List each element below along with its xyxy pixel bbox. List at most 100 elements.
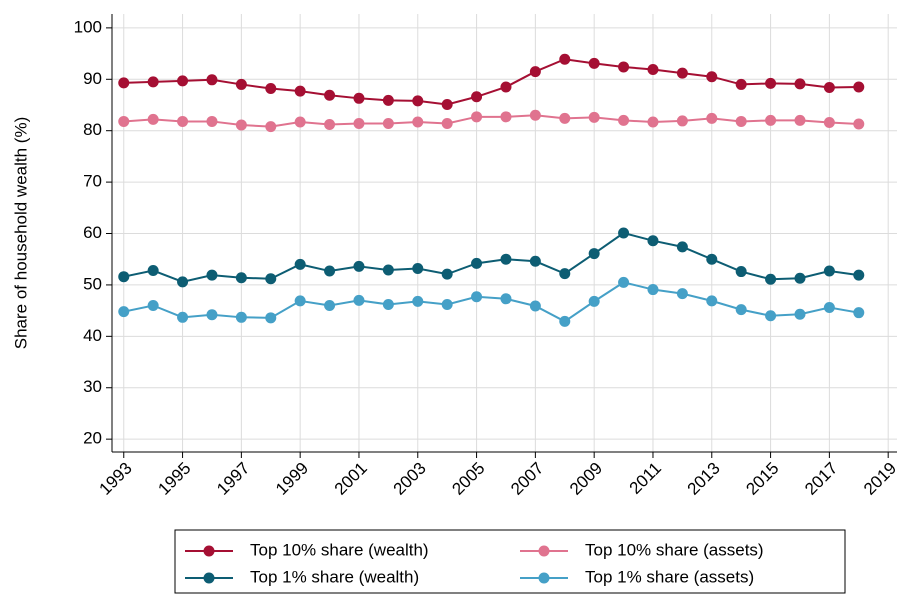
x-tick-label: 2015 bbox=[742, 459, 782, 499]
data-point bbox=[118, 77, 130, 89]
data-point bbox=[265, 312, 277, 324]
x-tick-label: 2017 bbox=[801, 459, 841, 499]
data-point bbox=[412, 95, 424, 107]
data-point bbox=[706, 253, 718, 265]
data-point bbox=[706, 112, 718, 124]
x-tick-label: 2003 bbox=[390, 459, 430, 499]
series-line bbox=[123, 114, 859, 128]
data-point bbox=[147, 299, 159, 311]
data-point bbox=[206, 115, 218, 127]
data-point bbox=[500, 111, 512, 123]
legend-label: Top 1% share (wealth) bbox=[250, 567, 419, 586]
x-tick-label: 2009 bbox=[566, 459, 606, 499]
data-point bbox=[118, 271, 130, 283]
data-point bbox=[382, 264, 394, 276]
x-tick-label: 1997 bbox=[213, 459, 253, 499]
data-point bbox=[765, 77, 777, 89]
data-point bbox=[177, 276, 189, 288]
data-point bbox=[765, 310, 777, 322]
data-point bbox=[735, 266, 747, 278]
data-point bbox=[529, 66, 541, 78]
data-point bbox=[177, 75, 189, 87]
data-point bbox=[412, 262, 424, 274]
y-tick-label: 50 bbox=[83, 274, 102, 293]
data-point bbox=[559, 315, 571, 327]
y-tick-label: 70 bbox=[83, 172, 102, 191]
data-point bbox=[471, 291, 483, 303]
data-point bbox=[471, 91, 483, 103]
data-point bbox=[206, 309, 218, 321]
data-point bbox=[588, 111, 600, 123]
data-point bbox=[441, 268, 453, 280]
x-tick-label: 2011 bbox=[626, 459, 665, 498]
x-tick-label: 2001 bbox=[331, 459, 371, 499]
series-line bbox=[123, 281, 859, 323]
y-axis-title: Share of household wealth (%) bbox=[11, 117, 30, 349]
data-point bbox=[441, 298, 453, 310]
data-point bbox=[441, 118, 453, 129]
data-point bbox=[118, 306, 130, 318]
data-point bbox=[177, 115, 189, 127]
data-point bbox=[147, 265, 159, 277]
x-tick-label: 2007 bbox=[507, 459, 547, 499]
data-point bbox=[647, 284, 659, 296]
x-tick-label: 2005 bbox=[448, 459, 488, 499]
data-point bbox=[618, 114, 630, 126]
data-point bbox=[324, 89, 336, 101]
data-point bbox=[118, 115, 130, 127]
data-point bbox=[382, 118, 394, 129]
data-point bbox=[794, 272, 806, 284]
data-point bbox=[353, 260, 365, 272]
data-point bbox=[676, 241, 688, 253]
legend-label: Top 10% share (assets) bbox=[585, 540, 764, 559]
data-point bbox=[206, 74, 218, 86]
data-point bbox=[265, 121, 277, 133]
data-point bbox=[412, 116, 424, 128]
y-tick-label: 40 bbox=[83, 326, 102, 345]
data-point bbox=[324, 265, 336, 277]
y-tick-label: 60 bbox=[83, 223, 102, 242]
x-tick-label: 1999 bbox=[272, 459, 312, 499]
data-point bbox=[235, 272, 247, 284]
legend-marker bbox=[203, 545, 215, 557]
series-line bbox=[123, 58, 859, 106]
data-point bbox=[823, 302, 835, 314]
data-point bbox=[147, 113, 159, 125]
legend-label: Top 1% share (assets) bbox=[585, 567, 754, 586]
data-point bbox=[441, 98, 453, 110]
data-point bbox=[294, 295, 306, 307]
legend-box bbox=[174, 529, 846, 594]
data-point bbox=[353, 92, 365, 104]
data-point bbox=[647, 64, 659, 76]
series-line bbox=[123, 231, 859, 283]
x-tick-label: 2019 bbox=[860, 459, 900, 499]
data-point bbox=[235, 78, 247, 90]
data-point bbox=[265, 273, 277, 285]
data-point bbox=[529, 109, 541, 121]
legend-marker bbox=[538, 545, 550, 557]
data-point bbox=[588, 57, 600, 69]
data-point bbox=[588, 295, 600, 307]
data-point bbox=[177, 311, 189, 323]
data-point bbox=[559, 268, 571, 280]
data-point bbox=[147, 76, 159, 88]
data-point bbox=[794, 114, 806, 126]
data-point bbox=[676, 67, 688, 79]
y-tick-label: 90 bbox=[83, 69, 102, 88]
data-point bbox=[382, 298, 394, 310]
data-point bbox=[706, 71, 718, 83]
data-point bbox=[618, 227, 630, 239]
data-point bbox=[500, 293, 512, 305]
y-tick-label: 30 bbox=[83, 377, 102, 396]
data-point bbox=[853, 269, 865, 281]
data-point bbox=[324, 119, 336, 131]
data-point bbox=[706, 295, 718, 307]
data-point bbox=[647, 235, 659, 247]
data-point bbox=[471, 257, 483, 269]
data-point bbox=[618, 276, 630, 288]
data-point bbox=[294, 85, 306, 97]
y-tick-label: 20 bbox=[83, 429, 102, 448]
legend-label: Top 10% share (wealth) bbox=[250, 540, 429, 559]
data-point bbox=[794, 308, 806, 320]
y-tick-label: 80 bbox=[83, 120, 102, 139]
